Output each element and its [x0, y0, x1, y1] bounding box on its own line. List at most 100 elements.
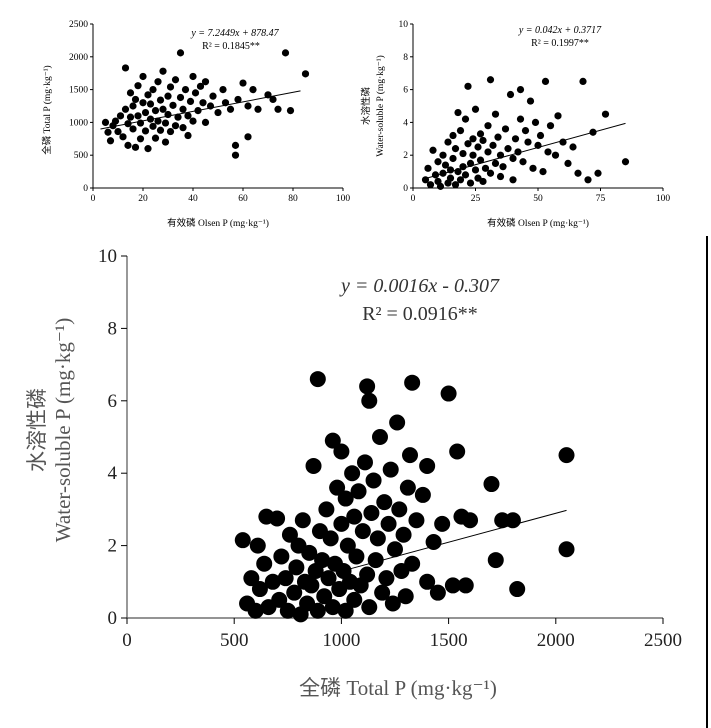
panel-b-point — [454, 108, 462, 117]
panel-c-point — [408, 512, 425, 529]
panel-a-point — [154, 78, 162, 86]
panel-c-point — [273, 548, 290, 565]
panel-a-x-tick-label: 80 — [288, 194, 298, 204]
panel-c-y-tick-label: 8 — [108, 318, 118, 339]
panel-b-point — [451, 145, 460, 153]
panel-c-point — [344, 465, 361, 482]
panel-b-point — [551, 151, 560, 159]
panel-a-point — [156, 126, 165, 134]
panel-a-point — [214, 108, 222, 117]
panel-b-ylabel: Water-soluble P (mg·kg⁻¹) — [375, 55, 386, 157]
panel-c-point — [301, 544, 318, 561]
panel-a-point — [106, 137, 115, 145]
panel-a-point — [139, 72, 147, 81]
panel-a-point — [286, 106, 295, 115]
panel-c-point — [440, 385, 457, 402]
panel-b-point — [484, 122, 492, 130]
panel-a-regression-line — [100, 90, 301, 130]
panel-c-point — [558, 541, 575, 558]
panel-c-point — [359, 378, 376, 395]
panel-a-point — [149, 122, 157, 130]
panel-c-point — [316, 588, 333, 605]
panel-b-equation: y = 0.042x + 0.3717 — [518, 25, 602, 36]
panel-a-point — [269, 95, 277, 104]
panel-c-x-tick-label: 0 — [122, 630, 132, 651]
panel-b-point — [521, 127, 530, 135]
panel-c-point — [281, 526, 298, 543]
panel-a-point — [199, 99, 207, 107]
panel-b-point — [461, 171, 470, 179]
panel-b-fit-line — [425, 122, 626, 179]
panel-c-x-tick-label: 1000 — [322, 630, 360, 651]
panel-b-point — [554, 112, 562, 120]
panel-b-point — [464, 140, 472, 148]
panel-a-y-tick-label: 2500 — [69, 20, 88, 30]
panel-c-x-tick-label: 2500 — [644, 630, 682, 651]
panel-b-point — [584, 176, 592, 184]
panel-c-point — [251, 581, 268, 598]
panel-c-point — [337, 602, 354, 619]
panel-c-point — [324, 599, 341, 616]
panel-b-y-tick-label: 8 — [403, 53, 408, 63]
panel-b-point — [541, 77, 550, 85]
panel-c-y-tick-label: 6 — [108, 391, 118, 412]
panel-c-point — [402, 447, 419, 464]
panel-a-y-tick-label: 500 — [74, 151, 89, 161]
panel-b-point — [446, 174, 455, 182]
panel-c-point — [397, 588, 414, 605]
panel-c-point — [365, 472, 382, 489]
panel-a-point — [156, 96, 165, 104]
panel-c-point — [387, 541, 403, 558]
panel-b-point — [524, 138, 532, 146]
panel-c-point — [354, 523, 371, 540]
panel-a-point — [151, 134, 160, 142]
panel-c-point — [324, 432, 341, 449]
panel-c-y-tick-label: 4 — [108, 463, 118, 484]
panel-c-point — [234, 532, 251, 549]
panel-b-point — [501, 125, 510, 133]
panel-a-x-tick-label: 60 — [238, 194, 248, 204]
panel-b-point — [504, 145, 512, 153]
panel-c-point — [374, 584, 391, 601]
panel-c-equation: y = 0.0016x - 0.307 — [339, 275, 500, 297]
panel-c-point — [363, 505, 380, 522]
panel-c-point — [318, 501, 335, 518]
panel-c-point — [395, 526, 412, 543]
panel-b-point — [539, 168, 547, 176]
panel-a-point — [176, 49, 185, 57]
panel-a-point — [159, 105, 167, 113]
panel-c-points — [234, 371, 575, 623]
panel-b-point — [471, 105, 480, 113]
panel-c-fit-line — [341, 509, 567, 572]
panel-c-point — [256, 555, 273, 572]
panel-a-point — [134, 112, 142, 120]
panel-c-x-tick-label: 2000 — [537, 630, 575, 651]
panel-c-point — [309, 371, 326, 388]
panel-a-point — [184, 131, 192, 140]
panel-a-point — [144, 145, 152, 153]
panel-c-point — [361, 392, 378, 409]
panel-a-point — [154, 117, 162, 125]
panel-a-fit-line — [100, 90, 301, 130]
panel-c-point — [419, 573, 436, 590]
panel-a-point — [131, 143, 140, 151]
panel-b-point — [519, 158, 527, 166]
panel-b-point — [491, 159, 500, 167]
panel-c-point — [333, 515, 350, 532]
panel-a-point — [171, 76, 180, 84]
panel-b-point — [509, 154, 517, 163]
panel-c-point — [558, 447, 575, 464]
panel-c-point — [384, 595, 401, 612]
panel-b-point — [516, 86, 525, 94]
panel-c-x-tick-label: 1500 — [430, 630, 468, 651]
panel-a-point — [171, 122, 180, 130]
panel-b-point — [456, 176, 465, 184]
panel-c-axes: 0 500 1000 1500 2000 2500 0 2 4 6 8 10 — [98, 246, 682, 651]
panel-c-point — [277, 570, 294, 587]
panel-a-x-tick-label: 20 — [138, 194, 148, 204]
panel-a-point — [124, 141, 132, 149]
panel-c-point — [269, 510, 286, 527]
panel-c-point — [399, 479, 416, 496]
